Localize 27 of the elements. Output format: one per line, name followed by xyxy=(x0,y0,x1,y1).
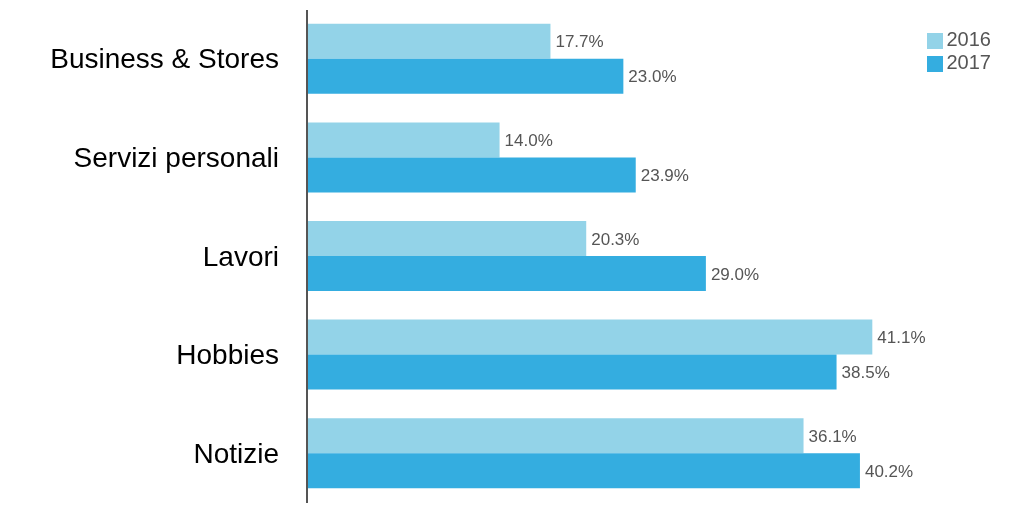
y-tick-label: Notizie xyxy=(193,437,279,469)
bar xyxy=(307,221,587,256)
data-label: 36.1% xyxy=(808,426,857,446)
bar xyxy=(307,354,837,390)
bar xyxy=(307,453,860,489)
data-label: 29.0% xyxy=(710,264,760,284)
data-label: 23.0% xyxy=(628,67,677,87)
bar xyxy=(307,256,706,291)
data-label: 17.7% xyxy=(555,32,604,52)
bar xyxy=(307,122,500,158)
y-tick-label: Business & Stores xyxy=(50,43,279,75)
y-tick-label: Hobbies xyxy=(176,339,279,371)
bar xyxy=(307,58,624,94)
data-label: 41.1% xyxy=(877,328,926,348)
bar xyxy=(307,418,804,454)
data-label: 20.3% xyxy=(591,229,640,249)
legend-label: 2016 xyxy=(946,28,991,50)
bar xyxy=(307,319,873,355)
bar xyxy=(307,157,636,193)
y-tick-label: Servizi personali xyxy=(73,141,279,173)
legend-label: 2017 xyxy=(946,51,991,73)
data-label: 40.2% xyxy=(864,461,914,481)
data-label: 14.0% xyxy=(504,130,553,150)
data-label: 38.5% xyxy=(841,363,890,383)
data-label: 23.9% xyxy=(640,165,689,185)
bar xyxy=(307,23,551,59)
y-tick-label: Lavori xyxy=(202,240,279,272)
